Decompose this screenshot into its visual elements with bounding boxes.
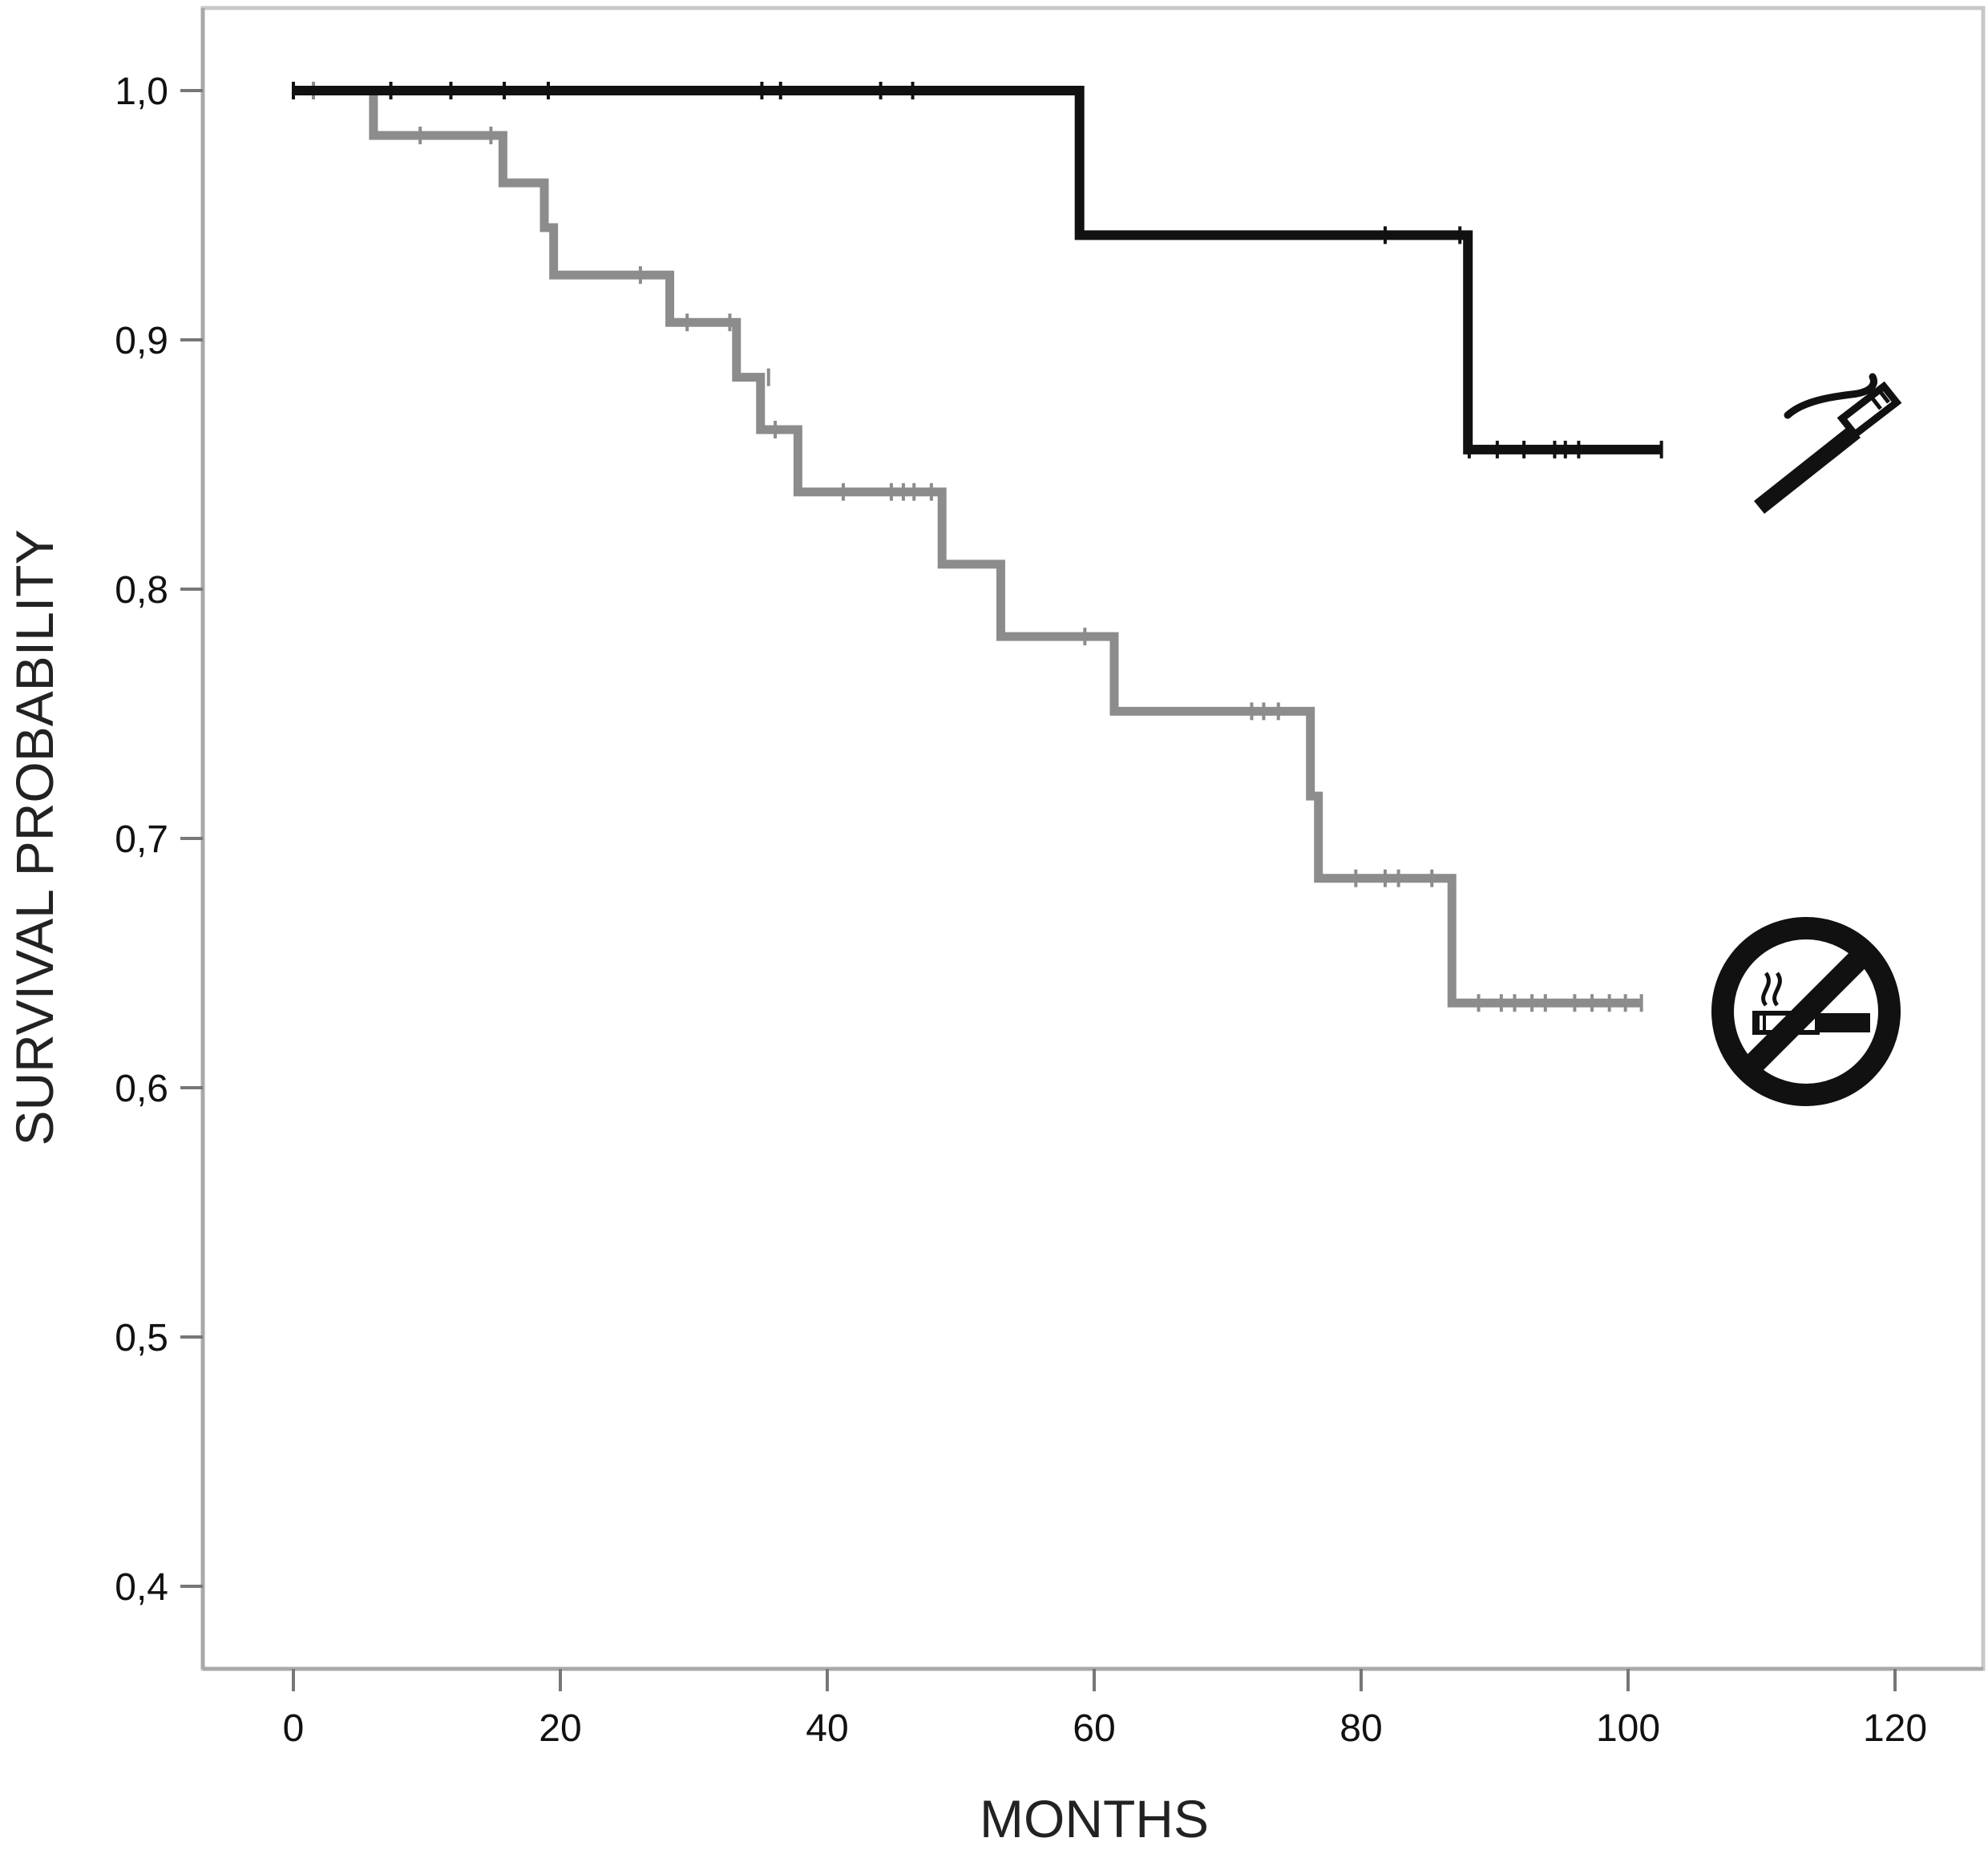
y-tick-label: 0,8 <box>115 569 168 612</box>
survival-curve <box>293 86 1642 1008</box>
x-tick-label: 20 <box>539 1707 581 1750</box>
x-tick-label: 80 <box>1339 1707 1382 1750</box>
plot-frame <box>200 6 1986 1671</box>
x-axis-ticks: 0 20 40 60 80 100 120 <box>283 1669 1927 1750</box>
y-tick-label: 0,6 <box>115 1068 168 1110</box>
x-tick-label: 60 <box>1073 1707 1115 1750</box>
x-tick-label: 100 <box>1596 1707 1660 1750</box>
smoking-icon <box>1754 373 1902 514</box>
series-no-smoking <box>293 82 1643 1012</box>
x-tick-label: 120 <box>1863 1707 1927 1750</box>
no-smoking-icon <box>1711 917 1901 1106</box>
survival-curve <box>293 86 1662 454</box>
series-layer <box>292 82 1663 1012</box>
x-tick-label: 40 <box>806 1707 848 1750</box>
y-tick-label: 0,9 <box>115 320 168 362</box>
x-axis-title: MONTHS <box>980 1789 1209 1848</box>
y-tick-label: 1,0 <box>115 71 168 113</box>
x-tick-label: 0 <box>283 1707 305 1750</box>
y-tick-label: 0,7 <box>115 818 168 861</box>
y-axis-title: SURVIVAL PROBABILITY <box>5 529 64 1145</box>
y-axis-ticks: 0,4 0,5 0,6 0,7 0,8 0,9 1,0 <box>115 71 203 1609</box>
y-tick-label: 0,4 <box>115 1566 168 1609</box>
series-smoking <box>292 82 1663 458</box>
y-tick-label: 0,5 <box>115 1317 168 1359</box>
